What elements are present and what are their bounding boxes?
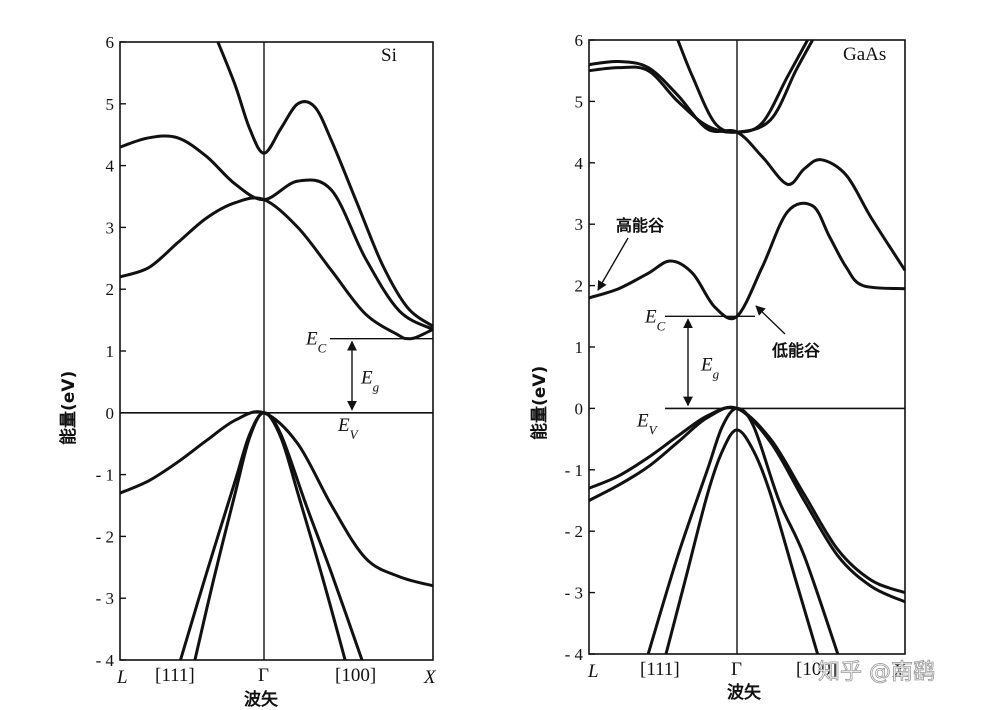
si-eg-label: Eg bbox=[360, 368, 380, 395]
gaas-band-curve-2 bbox=[588, 59, 907, 272]
gaas-y-tick-label: 3 bbox=[575, 215, 584, 234]
gaas-band-curve-1 bbox=[588, 201, 906, 321]
gaas-y-tick-label: 0 bbox=[575, 399, 584, 418]
gaas-y-tick-label: - 1 bbox=[565, 461, 583, 480]
gaas-eg-label: Eg bbox=[700, 354, 720, 381]
gaas-y-tick-label: 2 bbox=[575, 277, 584, 296]
si-y-tick-label: 3 bbox=[106, 218, 115, 237]
gaas-band-curve-5 bbox=[588, 405, 906, 595]
si-y-tick-label: 4 bbox=[106, 157, 115, 176]
watermark: 知乎 @南鹞 bbox=[818, 660, 935, 685]
low-valley-annotation: 低能谷 bbox=[771, 341, 821, 360]
gaas-y-tick-label: - 4 bbox=[565, 645, 584, 664]
si-band-curve-4 bbox=[119, 410, 434, 588]
high-valley-annotation: 高能谷 bbox=[616, 216, 665, 235]
si-band-curves bbox=[119, 41, 434, 661]
gaas-y-ticks: 6 5 4 3 2 1 0 - 1 - 2 - 3 - 4 bbox=[565, 31, 595, 664]
si-x-tick-100: [100] bbox=[335, 665, 376, 686]
gaas-x-tick-100: [100] bbox=[796, 659, 837, 680]
si-ec-label: EC bbox=[305, 329, 327, 356]
si-y-tick-label: - 3 bbox=[96, 589, 114, 608]
gaas-band-curve-3 bbox=[588, 39, 814, 134]
gaas-panel: 6 5 4 3 2 1 0 - 1 - 2 - 3 - 4 GaAs EC Eg EV 高能谷 低能… bbox=[529, 31, 907, 703]
si-band-curve-2 bbox=[119, 134, 434, 331]
si-ev-label: EV bbox=[337, 415, 360, 442]
si-y-tick-label: 0 bbox=[106, 404, 115, 423]
si-x-tick-x: X bbox=[423, 667, 437, 688]
si-y-ticks: 6 5 4 3 2 1 0 - 1 - 2 - 3 - 4 bbox=[96, 33, 126, 670]
gaas-band-curve-4 bbox=[676, 39, 809, 134]
gaas-title: GaAs bbox=[843, 44, 886, 65]
high-valley-pointer bbox=[597, 237, 629, 291]
gaas-ev-label: EV bbox=[636, 410, 659, 437]
si-y-tick-label: 5 bbox=[106, 95, 115, 114]
si-y-tick-label: 2 bbox=[106, 280, 115, 299]
gaas-band-curves bbox=[588, 39, 907, 655]
low-valley-pointer bbox=[755, 305, 786, 335]
si-title: Si bbox=[381, 45, 397, 66]
si-y-tick-label: - 4 bbox=[96, 651, 115, 670]
si-x-axis-label: 波矢 bbox=[244, 689, 279, 710]
gaas-x-tick-gamma: Γ bbox=[731, 659, 742, 680]
gaas-y-tick-label: 4 bbox=[575, 154, 584, 173]
gaas-band-curve-6 bbox=[588, 405, 906, 604]
si-band-curve-6 bbox=[179, 411, 364, 661]
gaas-x-tick-x: X bbox=[892, 661, 906, 682]
si-x-tick-111: [111] bbox=[155, 665, 195, 686]
gaas-y-tick-label: 6 bbox=[575, 31, 584, 50]
gaas-y-tick-label: 5 bbox=[575, 92, 584, 111]
gaas-x-tick-111: [111] bbox=[640, 659, 680, 680]
si-y-tick-label: 1 bbox=[106, 342, 115, 361]
gaas-y-tick-label: - 2 bbox=[565, 522, 583, 541]
si-y-tick-label: 6 bbox=[106, 33, 115, 52]
si-y-tick-label: - 1 bbox=[96, 466, 114, 485]
gaas-band-curve-7 bbox=[664, 428, 820, 655]
si-x-tick-l: L bbox=[116, 667, 128, 688]
gaas-y-tick-label: 1 bbox=[575, 338, 584, 357]
si-band-curve-3 bbox=[216, 41, 434, 328]
gaas-y-axis-label: 能量(eV) bbox=[529, 366, 550, 440]
gaas-band-curve-8 bbox=[646, 406, 840, 655]
si-y-tick-label: - 2 bbox=[96, 527, 114, 546]
gaas-x-axis-label: 波矢 bbox=[727, 682, 762, 703]
si-y-axis-label: 能量(eV) bbox=[58, 371, 79, 445]
si-x-tick-gamma: Γ bbox=[258, 665, 269, 686]
gaas-ec-label: EC bbox=[644, 306, 666, 333]
si-band-curve-1 bbox=[119, 196, 434, 341]
gaas-x-tick-l: L bbox=[587, 661, 599, 682]
gaas-y-tick-label: - 3 bbox=[565, 584, 583, 603]
